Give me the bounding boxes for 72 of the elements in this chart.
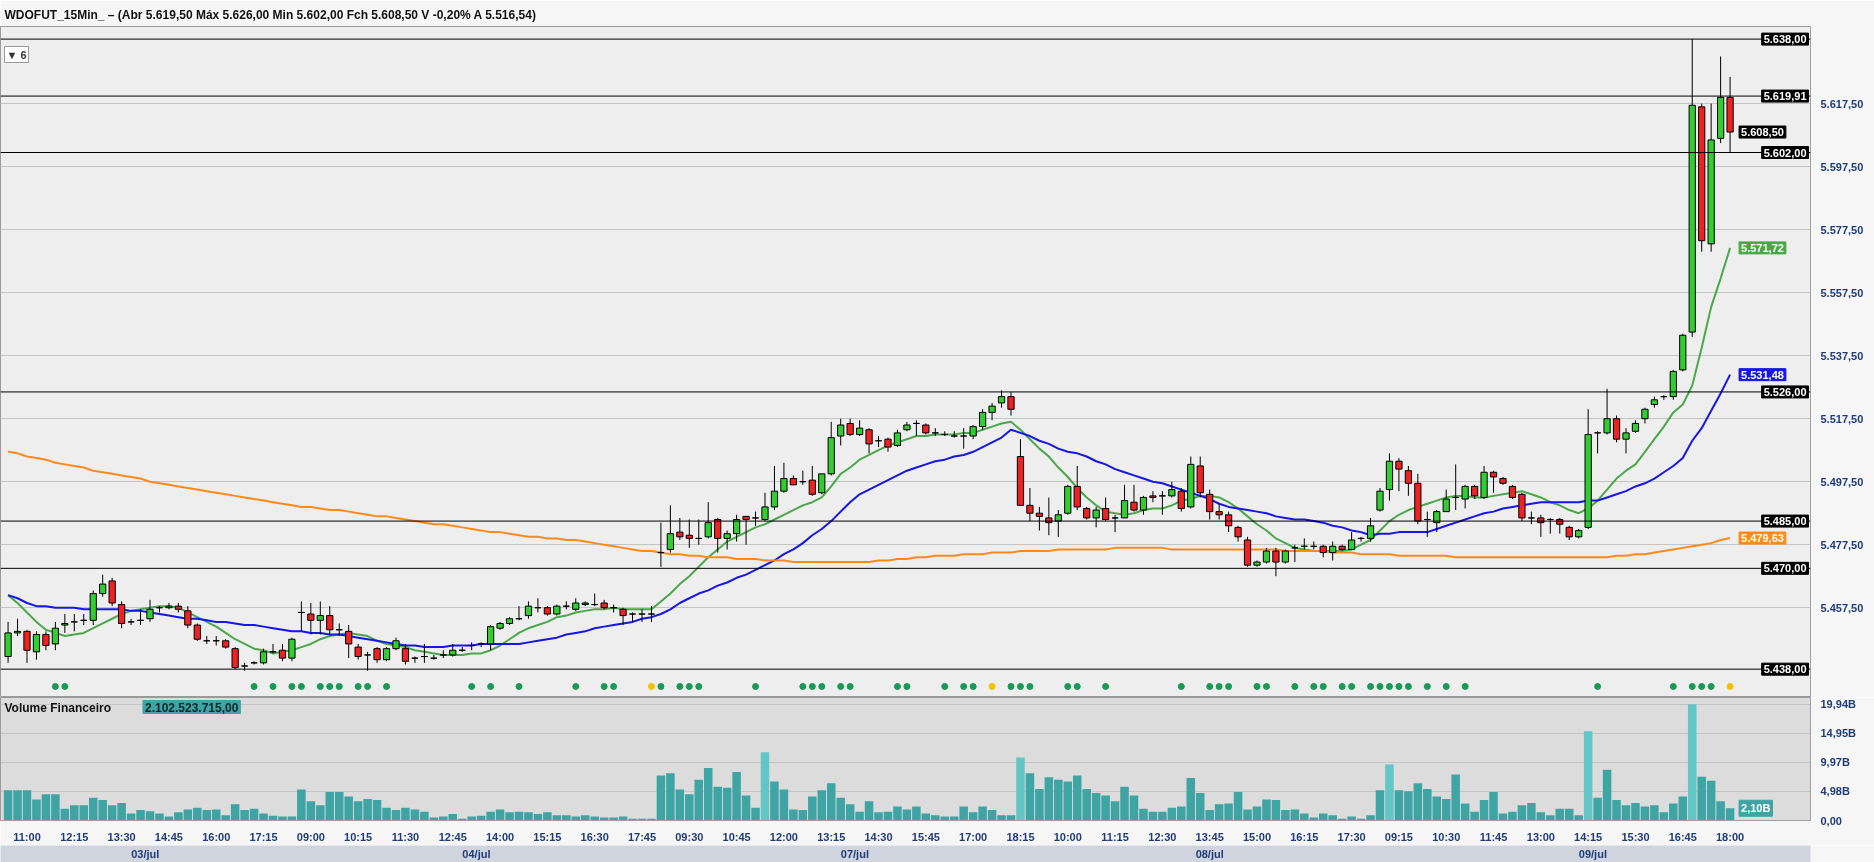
- x-tick-label: 12:15: [60, 830, 89, 843]
- ref-line-label: 5.470,00: [1763, 562, 1807, 575]
- x-tick-label: 17:30: [1337, 830, 1366, 843]
- y-tick-label: 5.477,50: [1820, 538, 1864, 551]
- y-tick-label: 5.457,50: [1820, 601, 1864, 614]
- annotation: 2,10B: [1741, 802, 1771, 815]
- x-tick-label: 18:15: [1006, 830, 1035, 843]
- chart-title: WDOFUT_15Min_ – (Abr 5.619,50 Máx 5.626,00 Min 5.602,00 Fch 5.608,50 V -0,20% A 5.516,54): [4, 7, 536, 22]
- x-tick-label: 10:30: [1432, 830, 1461, 843]
- x-tick-label: 09:15: [1384, 830, 1413, 843]
- x-tick-label: 09:00: [296, 830, 325, 843]
- x-tick-label: 18:00: [1716, 830, 1745, 843]
- x-tick-label: 12:45: [438, 830, 467, 843]
- x-tick-label: 09:30: [675, 830, 704, 843]
- x-tick-label: 17:00: [959, 830, 988, 843]
- x-tick-label: 13:30: [107, 830, 136, 843]
- ref-line-label: 5.526,00: [1763, 385, 1807, 398]
- x-tick-label: 14:00: [486, 830, 515, 843]
- ref-line-label: 5.619,91: [1763, 90, 1807, 103]
- ref-line-label: 5.602,00: [1763, 146, 1807, 159]
- text: 04/jul: [462, 848, 491, 860]
- text: 09/jul: [1578, 848, 1607, 860]
- y-tick-label: 5.557,50: [1820, 286, 1864, 299]
- annotation: 2.102.523.715,00: [144, 700, 239, 715]
- ref-line-label: 5.638,00: [1763, 33, 1807, 46]
- x-tick-label: 14:15: [1574, 830, 1603, 843]
- x-tick-label: 11:45: [1479, 830, 1508, 843]
- x-tick-label: 13:00: [1526, 830, 1555, 843]
- annotation: ▼ 6: [6, 48, 27, 61]
- x-tick-label: 17:15: [249, 830, 278, 843]
- y-tick-label: 4,98B: [1820, 785, 1850, 798]
- chart-title: Volume Financeiro: [4, 700, 111, 715]
- y-tick-label: 9,97B: [1820, 756, 1850, 769]
- y-tick-label: 5.577,50: [1820, 223, 1864, 236]
- y-tick-label: 5.537,50: [1820, 349, 1864, 362]
- x-tick-label: 14:30: [864, 830, 893, 843]
- y-tick-label: 14,95B: [1820, 727, 1857, 740]
- x-tick-label: 12:00: [769, 830, 798, 843]
- data-label: 5.531,48: [1741, 368, 1784, 381]
- y-tick-label: 5.597,50: [1820, 160, 1864, 173]
- x-tick-label: 11:15: [1101, 830, 1129, 843]
- text: 5.608,50: [1741, 126, 1784, 139]
- data-label: 5.479,63: [1741, 532, 1784, 544]
- x-tick-label: 15:45: [911, 830, 940, 843]
- y-tick-label: 0,00: [1820, 814, 1842, 827]
- x-tick-label: 13:15: [817, 830, 846, 843]
- ref-line-label: 5.438,00: [1763, 663, 1807, 676]
- text: 08/jul: [1195, 848, 1224, 860]
- x-tick-label: 15:15: [533, 830, 562, 843]
- x-tick-label: 11:00: [13, 830, 41, 843]
- x-tick-label: 14:45: [154, 830, 183, 843]
- data-label: 5.571,72: [1741, 241, 1784, 254]
- x-tick-label: 16:45: [1668, 830, 1697, 843]
- y-tick-label: 5.517,50: [1820, 412, 1864, 425]
- x-tick-label: 16:15: [1290, 830, 1319, 843]
- y-tick-label: 5.617,50: [1820, 97, 1864, 110]
- text: 07/jul: [840, 848, 869, 860]
- ref-line-label: 5.485,00: [1763, 515, 1807, 528]
- x-tick-label: 17:45: [627, 830, 657, 843]
- x-tick-label: 10:00: [1053, 830, 1082, 843]
- x-tick-label: 16:00: [202, 830, 231, 843]
- y-tick-label: 19,94B: [1820, 698, 1857, 711]
- text: 03/jul: [131, 848, 160, 860]
- x-tick-label: 15:30: [1621, 830, 1650, 843]
- x-tick-label: 13:45: [1195, 830, 1224, 843]
- x-tick-label: 10:45: [722, 830, 751, 843]
- x-tick-label: 12:30: [1148, 830, 1177, 843]
- y-tick-label: 5.497,50: [1820, 475, 1864, 488]
- x-tick-label: 10:15: [344, 830, 373, 843]
- x-tick-label: 15:00: [1242, 830, 1272, 843]
- x-tick-label: 16:30: [580, 830, 609, 843]
- x-tick-label: 11:30: [391, 830, 420, 843]
